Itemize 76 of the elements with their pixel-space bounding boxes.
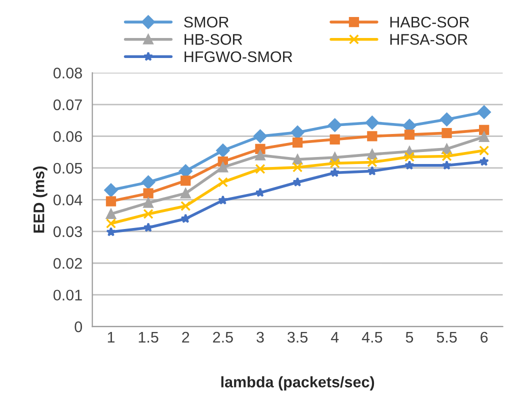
x-tick-label: 4.5 [362,332,382,343]
point [292,177,302,187]
point [404,160,414,170]
point [255,150,266,160]
point [290,126,304,140]
point [367,166,378,176]
point [440,112,454,126]
x-axis-title: lambda (packets/sec) [221,376,374,390]
point [180,176,191,186]
point [218,162,228,172]
point [253,129,268,144]
legend-label: HB-SOR [184,34,242,45]
y-tick-label: 0.01 [53,290,82,301]
y-tick-label: 0.07 [53,99,82,110]
legend-label: HABC-SOR [390,16,470,28]
point [442,144,452,154]
legend-label: HFGWO-SMOR [184,51,292,62]
point [292,154,303,164]
point [218,195,228,205]
point [330,158,340,168]
point [404,130,415,140]
y-tick-label: 0.03 [53,226,82,238]
point [106,208,116,220]
y-tick-label: 0.02 [53,258,82,269]
point [255,164,266,174]
y-tick-label: 0.06 [53,131,82,142]
y-tick-label: 0.05 [53,162,82,174]
point [106,218,116,229]
point [104,183,118,197]
legend-label: SMOR [184,16,229,28]
point [367,131,378,142]
point [367,157,378,168]
point [143,208,154,220]
x-tick-label: 6 [480,332,488,343]
x-tick-label: 3.5 [288,332,308,343]
point [477,105,491,119]
x-tick-label: 5 [406,332,414,343]
point [292,162,303,172]
y-axis-title: EED (ms) [33,166,48,233]
point [365,116,379,130]
x-tick-label: 2 [182,332,190,342]
point [442,151,452,162]
point [143,198,154,208]
x-tick-label: 2.5 [213,332,233,343]
point [479,145,490,156]
x-tick-label: 5.5 [436,332,457,343]
x-tick-label: 1 [108,332,114,342]
point [143,188,154,198]
x-tick-label: 1.5 [138,332,158,343]
point [404,152,415,162]
point [216,144,230,158]
point [330,168,340,177]
point [180,214,190,223]
point [330,134,340,144]
point [178,164,192,178]
point [180,200,191,212]
point [218,177,228,188]
point [442,160,452,170]
y-tick-label: 0 [74,321,82,332]
point [479,124,490,135]
y-tick-label: 0.04 [53,194,82,206]
point [442,128,452,138]
x-tick-label: 3 [256,332,264,343]
point [367,149,378,160]
point [142,175,156,190]
point [292,138,303,148]
point [180,188,191,198]
legend-label: HFSA-SOR [390,34,468,45]
y-tick-label: 0.08 [53,68,82,78]
point [479,156,489,166]
point [479,132,490,142]
point [328,118,342,132]
x-tick-label: 4 [330,332,339,342]
point [143,222,154,232]
point [106,226,116,236]
point [106,196,116,206]
